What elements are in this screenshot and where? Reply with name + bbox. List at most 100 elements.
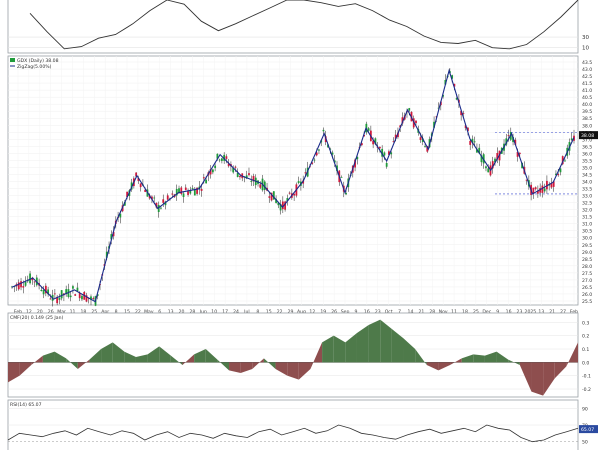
cmf-area-segment (182, 354, 195, 365)
candle-body (259, 184, 262, 188)
candle-body (485, 166, 487, 169)
price-tick-label: 28.5 (582, 257, 592, 263)
candle-body (378, 146, 381, 149)
candle-body (189, 190, 192, 194)
x-tick-label: Feb (570, 309, 578, 315)
x-tick-label: 26 (48, 309, 54, 315)
candle-body (496, 153, 499, 160)
candle-body (385, 162, 388, 167)
rsi-tick-label: 90 (582, 406, 588, 412)
price-tick-label: 30.5 (582, 229, 592, 235)
candle-body (487, 168, 490, 173)
x-tick-label: 9 (496, 309, 499, 315)
candle-body (322, 129, 325, 132)
candle-body (374, 138, 377, 145)
candle-body (491, 161, 494, 169)
price-tick-label: 27.0 (582, 278, 592, 284)
candle-body (268, 196, 271, 198)
candle-body (248, 173, 250, 176)
cmf-area-segment (368, 319, 381, 363)
cmf-area-segment (194, 349, 206, 363)
candle-body (505, 138, 508, 145)
candle-body (444, 79, 447, 85)
candle-body (302, 180, 305, 184)
candle-body (218, 159, 221, 161)
candle-body (164, 201, 167, 206)
price-tick-label: 40.0 (582, 102, 592, 108)
cmf-area-segment (217, 359, 230, 371)
candle-body (451, 75, 454, 79)
candle-body (49, 298, 52, 300)
x-tick-label: 23 (375, 309, 381, 315)
candle-body (193, 189, 196, 196)
candle-body (424, 146, 426, 147)
candle-body (58, 297, 61, 300)
x-tick-label: 26 (331, 309, 337, 315)
legend-cmf: CMF(20) 0.149 (25 Jan) (10, 315, 63, 321)
x-tick-label: 20 (37, 309, 43, 315)
x-tick-label: 13 (538, 309, 544, 315)
price-tick-label: 29.0 (582, 250, 592, 256)
x-tick-label: 14 (408, 309, 414, 315)
x-tick-label: 29 (288, 309, 294, 315)
candle-body (47, 289, 50, 295)
candle-body (178, 188, 180, 194)
candle-body (415, 120, 417, 124)
candle-body (297, 181, 300, 183)
cmf-tick-label: -0.1 (582, 374, 591, 380)
candle-body (460, 110, 463, 116)
x-tick-label: Oct (385, 309, 393, 315)
cmf-area-segment (252, 358, 264, 369)
candle-body (234, 166, 237, 168)
x-tick-label: Mar (57, 309, 66, 315)
price-tick-label: 41.0 (582, 88, 592, 94)
cmf-area-segment (112, 342, 125, 363)
candle-body (532, 187, 535, 194)
candle-body (232, 167, 235, 173)
candle-body (105, 251, 108, 258)
candle-body (372, 140, 375, 145)
x-tick-label: 11 (70, 309, 76, 315)
candle-body (550, 183, 553, 188)
x-tick-label: 15 (266, 309, 272, 315)
candle-body (96, 294, 99, 296)
x-tick-label: 25 (91, 309, 97, 315)
candle-body (555, 173, 557, 176)
candle-body (166, 195, 169, 200)
candle-body (24, 281, 27, 286)
x-tick-label: 20 (179, 309, 185, 315)
price-tick-label: 34.0 (582, 180, 592, 186)
price-tick-label: 35.5 (582, 158, 592, 164)
cmf-area-segment (31, 355, 43, 365)
candle-body (44, 285, 47, 294)
x-tick-label: 8 (256, 309, 259, 315)
candle-body (313, 159, 316, 161)
candle-body (401, 117, 404, 124)
cmf-area-segment (66, 358, 78, 369)
price-tick-label: 35.0 (582, 165, 592, 171)
last-price-tag (579, 131, 598, 140)
candle-body (78, 292, 81, 299)
candle-body (92, 297, 95, 299)
x-tick-label: 9 (354, 309, 357, 315)
candle-body (476, 149, 478, 153)
price-tick-label: 43.5 (582, 60, 592, 66)
x-tick-label: Jul (243, 309, 250, 315)
price-tick-label: 42.5 (582, 74, 592, 80)
candle-body (318, 149, 320, 151)
candle-body (367, 128, 370, 131)
candle-body (182, 193, 185, 198)
cmf-area-segment (287, 362, 299, 380)
x-tick-label: 6 (158, 309, 161, 315)
candle-body (541, 185, 544, 193)
candle-body (155, 202, 158, 208)
price-tick-label: 39.5 (582, 109, 592, 115)
candle-body (471, 138, 474, 143)
x-tick-label: 7 (398, 309, 401, 315)
price-tick-label: 25.5 (582, 299, 592, 305)
price-panel-frame (7, 55, 579, 306)
price-tick-label: 33.0 (582, 194, 592, 200)
candle-body (263, 181, 266, 190)
cmf-area-segment (310, 342, 323, 369)
